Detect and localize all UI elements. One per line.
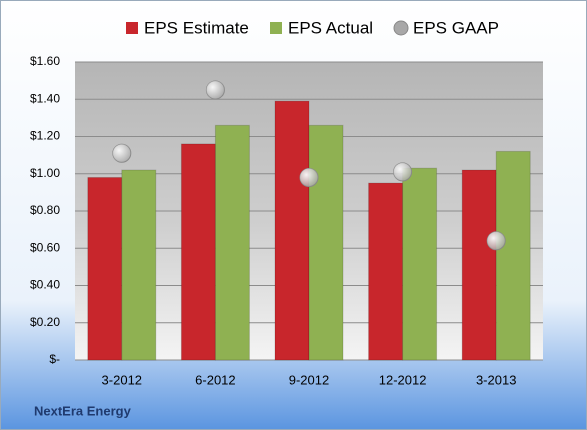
legend-label: EPS GAAP	[413, 18, 499, 37]
x-tick-label: 12-2012	[379, 372, 427, 387]
marker-shine	[487, 231, 506, 250]
bar	[214, 124, 250, 361]
bar	[402, 167, 438, 361]
y-tick-label: $1.60	[30, 54, 60, 68]
marker-shine	[300, 168, 318, 187]
y-tick-label: $1.40	[30, 91, 60, 105]
y-tick-label: $0.40	[30, 278, 60, 292]
legend-label: EPS Actual	[288, 18, 373, 37]
bar	[495, 150, 531, 361]
y-tick-label: $0.60	[30, 240, 60, 254]
legend-swatch	[126, 22, 138, 34]
bar	[461, 169, 497, 361]
bar	[87, 176, 123, 361]
x-tick-label: 3-2012	[102, 372, 142, 387]
legend-label: EPS Estimate	[144, 18, 249, 37]
footer: NextEra Energy	[34, 403, 132, 418]
bar	[121, 169, 157, 361]
legend-swatch	[393, 20, 409, 36]
marker-shine	[112, 144, 131, 163]
x-tick-label: 3-2013	[476, 372, 516, 387]
y-tick-label: $1.20	[30, 129, 60, 143]
marker-shine	[393, 162, 412, 181]
y-tick-label: $0.20	[30, 315, 60, 329]
y-tick-label: $1.00	[30, 166, 60, 180]
y-tick-label: $0.80	[30, 203, 60, 217]
bar	[274, 100, 310, 361]
bar	[308, 124, 344, 361]
bar	[180, 143, 216, 361]
legend-swatch	[270, 22, 282, 34]
y-tick-label: $-	[49, 352, 60, 366]
bar	[368, 182, 404, 361]
x-tick-label: 6-2012	[195, 372, 235, 387]
marker-shine	[206, 80, 225, 99]
x-tick-label: 9-2012	[289, 372, 329, 387]
